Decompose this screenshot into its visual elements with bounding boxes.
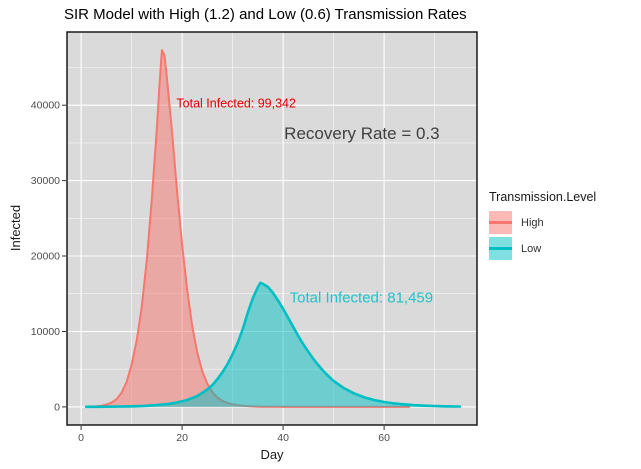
x-tick-label: 0 [78,432,84,444]
legend-item-label-low: Low [521,242,542,255]
high-infection-area [86,50,410,407]
legend-item-label-high: High [521,216,544,229]
panel-border [66,31,478,426]
annotation-recovery-rate: Recovery Rate = 0.3 [284,124,439,143]
legend-item-low: Low [489,237,641,260]
annotation-total-infected-high: Total Infected: 99,342 [176,96,296,110]
annotation-total-infected-low: Total Infected: 81,459 [290,289,433,306]
low-infection-line [84,281,462,409]
y-tick-label: 10000 [31,326,60,338]
y-tick-label: 40000 [31,100,60,112]
legend-key-line-low [489,247,512,250]
low-infection-area [86,282,460,407]
x-tick-label: 40 [277,432,289,444]
legend: Transmission.Level High Low [489,190,641,263]
x-tick-label: 20 [176,432,188,444]
legend-title: Transmission.Level [489,190,597,204]
x-axis-title: Day [260,447,284,462]
y-tick-label: 20000 [31,251,60,263]
x-tick-label: 60 [378,432,390,444]
legend-key-high [489,211,512,234]
legend-item-high: High [489,211,641,234]
legend-key-low [489,237,512,260]
y-tick-label: 30000 [31,175,60,187]
legend-key-line-high [489,221,512,224]
y-tick-label: 0 [54,401,60,413]
y-axis-title: Infected [8,204,23,252]
plot-title: SIR Model with High (1.2) and Low (0.6) … [64,6,467,23]
